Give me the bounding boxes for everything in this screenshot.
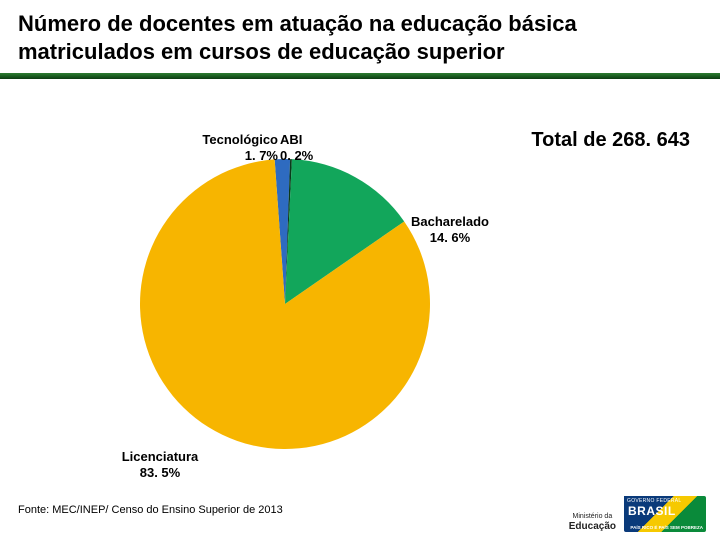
page-title: Número de docentes em atuação na educaçã… [18,10,702,65]
slice-name: Tecnológico [188,132,278,148]
pie-chart [140,159,430,449]
slice-value: 0. 2% [280,148,330,164]
slice-label-abi: ABI 0. 2% [280,132,330,163]
slice-value: 14. 6% [395,230,505,246]
slice-label-licenciatura: Licenciatura 83. 5% [100,449,220,480]
brasil-name: BRASIL [628,504,676,518]
slice-value: 1. 7% [188,148,278,164]
total-label: Total de 268. 643 [531,129,690,152]
pie-svg [140,159,430,449]
footer-logos: Ministério da Educação GOVERNO FEDERAL B… [569,496,706,532]
slice-name: ABI [280,132,330,148]
slice-name: Bacharelado [395,214,505,230]
logo-brasil: GOVERNO FEDERAL BRASIL PAÍS RICO É PAÍS … [624,496,706,532]
ministerio-line2: Educação [569,521,616,532]
source-text: Fonte: MEC/INEP/ Censo do Ensino Superio… [18,504,283,516]
slice-value: 83. 5% [100,465,220,481]
ministerio-line1: Ministério da [569,513,616,521]
slice-name: Licenciatura [100,449,220,465]
slice-label-tecnologico: Tecnológico 1. 7% [188,132,278,163]
logo-ministerio: Ministério da Educação [569,513,616,532]
brasil-tag: PAÍS RICO É PAÍS SEM POBREZA [630,525,703,530]
slice-label-bacharelado: Bacharelado 14. 6% [395,214,505,245]
title-block: Número de docentes em atuação na educaçã… [0,0,720,71]
chart-area: Total de 268. 643 Tecnológico 1. 7% ABI … [0,79,720,509]
